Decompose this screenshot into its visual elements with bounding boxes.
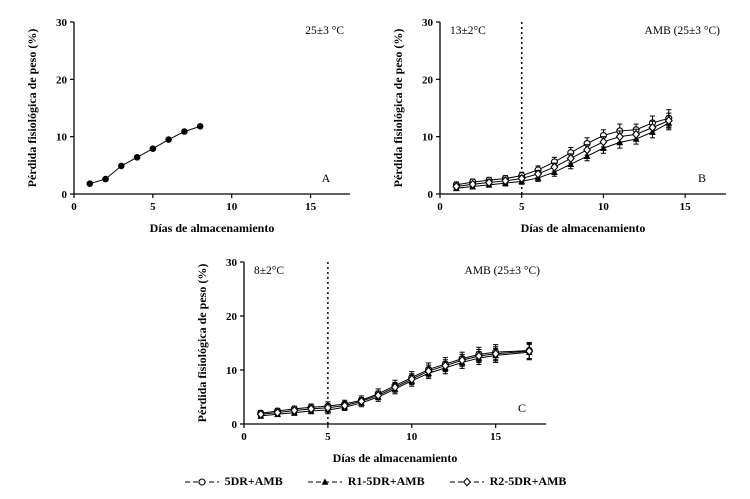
- chart-panel-b: 0 5 10 15 0 10 20 30 Días de almacenamiento Pérdi…: [388, 6, 740, 240]
- series-0: [452, 109, 673, 189]
- annotation-left: 13±2°C: [450, 25, 486, 37]
- annotation-left: 8±2°C: [254, 265, 284, 277]
- svg-text:0: 0: [428, 189, 434, 201]
- svg-text:20: 20: [56, 74, 68, 86]
- svg-text:5: 5: [519, 201, 525, 213]
- legend-item-r1-5dr-amb: R1-5DR+AMB: [307, 474, 425, 489]
- open-diamond-marker-icon: [449, 476, 484, 487]
- svg-text:0: 0: [62, 189, 68, 201]
- legend-item-r2-5dr-amb: R2-5DR+AMB: [449, 474, 567, 489]
- axes: 0 5 10 15 0 10 20 30: [56, 17, 350, 213]
- y-axis-label: Pérdida fisiológica de peso (%): [25, 29, 39, 188]
- svg-text:15: 15: [305, 201, 317, 213]
- chart-svg-C: 0 5 10 15 0 10 20 30 Días de almacenamiento Pérdi…: [195, 257, 546, 465]
- svg-text:0: 0: [232, 419, 238, 431]
- panel-letter: A: [322, 171, 331, 185]
- svg-text:Días de almacenamiento: Días de almacenamiento: [333, 451, 458, 465]
- axes: 0 5 10 15 0 10 20 30: [226, 257, 546, 443]
- legend-label: R2-5DR+AMB: [489, 474, 567, 488]
- y-axis-label: Pérdida fisiológica de peso (%): [195, 264, 209, 423]
- svg-text:20: 20: [226, 311, 238, 323]
- chart-svg-A: 0 5 10 15 0 10 20 30 Días de almacenamiento Pérdi…: [25, 17, 350, 235]
- svg-text:0: 0: [241, 431, 247, 443]
- chart-svg-B: 0 5 10 15 0 10 20 30 Días de almacenamiento Pérdi…: [391, 17, 726, 235]
- svg-text:30: 30: [226, 257, 238, 269]
- svg-text:Días de almacenamiento: Días de almacenamiento: [521, 221, 646, 235]
- svg-text:30: 30: [56, 17, 68, 29]
- series-2: [256, 343, 534, 419]
- series-0: [86, 123, 204, 187]
- annotation-right: AMB (25±3 °C): [465, 265, 541, 277]
- panel-letter: C: [518, 401, 526, 415]
- svg-text:5: 5: [150, 201, 156, 213]
- svg-text:15: 15: [680, 201, 692, 213]
- svg-text:0: 0: [71, 201, 77, 213]
- legend: 5DR+AMB R1-5DR+AMB R2-5DR+AMB: [0, 474, 750, 489]
- panel-letter: B: [698, 171, 706, 185]
- legend-label: 5DR+AMB: [224, 474, 283, 488]
- svg-text:20: 20: [422, 74, 434, 86]
- series-0: [257, 341, 533, 417]
- svg-text:10: 10: [226, 201, 238, 213]
- chart-panel-a: 0 5 10 15 0 10 20 30 Días de almacenamiento Pérdi…: [22, 6, 364, 240]
- svg-text:10: 10: [56, 132, 68, 144]
- svg-text:5: 5: [325, 431, 331, 443]
- svg-text:15: 15: [490, 431, 502, 443]
- series-2: [452, 112, 673, 192]
- annotation-right: 25±3 °C: [305, 25, 344, 37]
- svg-text:10: 10: [226, 365, 238, 377]
- y-axis-label: Pérdida fisiológica de peso (%): [391, 29, 405, 188]
- filled-triangle-marker-icon: [307, 477, 342, 485]
- svg-text:Días de almacenamiento: Días de almacenamiento: [150, 221, 275, 235]
- annotation-right: AMB (25±3 °C): [645, 25, 721, 37]
- svg-text:10: 10: [406, 431, 418, 443]
- svg-text:0: 0: [437, 201, 443, 213]
- axes: 0 5 10 15 0 10 20 30: [422, 17, 726, 213]
- legend-label: R1-5DR+AMB: [347, 474, 425, 488]
- chart-panel-c: 0 5 10 15 0 10 20 30 Días de almacenamiento Pérdi…: [192, 246, 560, 470]
- svg-text:30: 30: [422, 17, 434, 29]
- svg-text:10: 10: [598, 201, 610, 213]
- legend-item-5dr-amb: 5DR+AMB: [184, 474, 283, 489]
- open-circle-marker-icon: [184, 477, 219, 486]
- svg-text:10: 10: [422, 132, 434, 144]
